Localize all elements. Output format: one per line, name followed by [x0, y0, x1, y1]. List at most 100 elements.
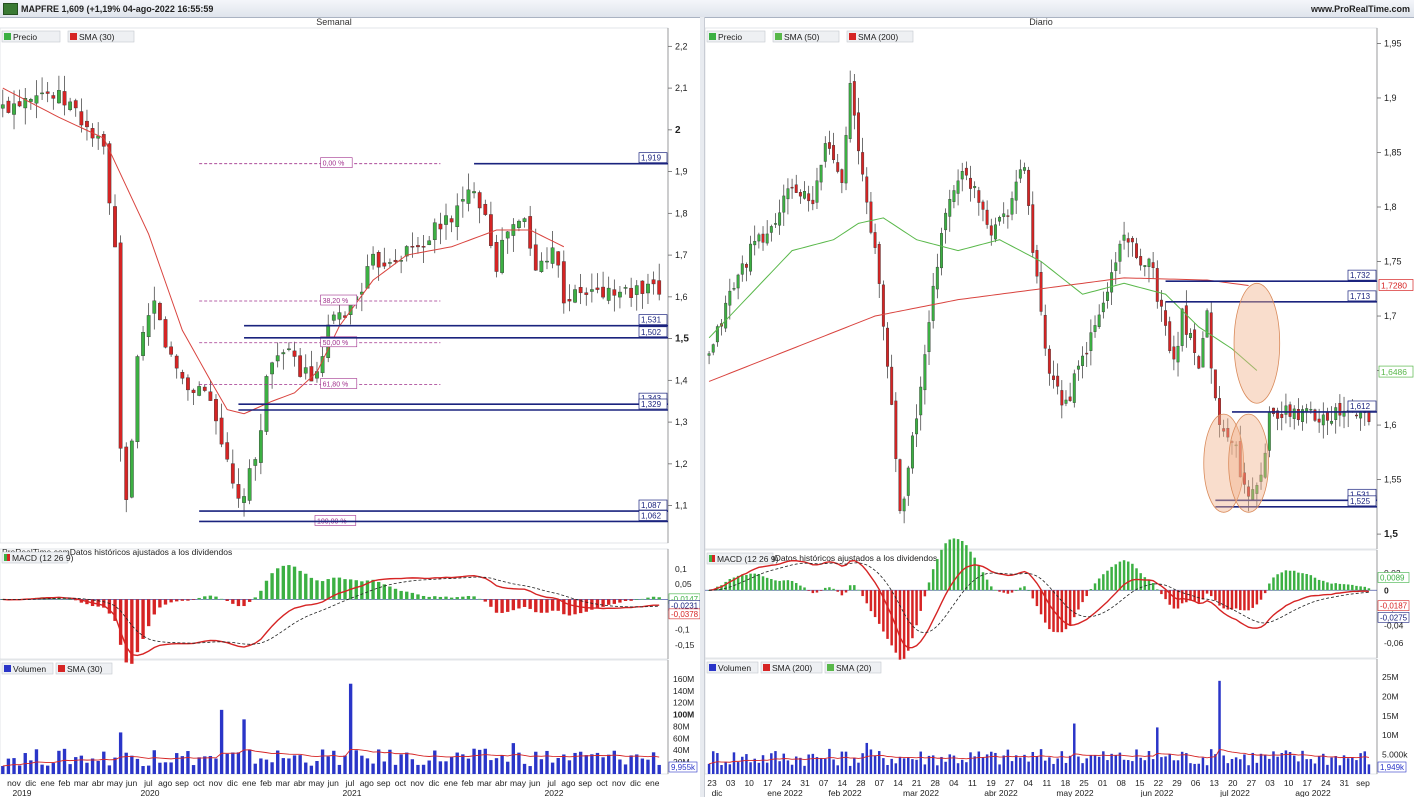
candle-body	[1189, 333, 1192, 338]
volume-bar	[247, 749, 252, 774]
volume-bar	[1297, 761, 1300, 774]
macd-histogram-bar	[483, 599, 487, 602]
candle-body	[1010, 198, 1014, 215]
candle-body	[1209, 312, 1213, 369]
x-axis-tick-label: 20	[1228, 778, 1238, 788]
volume-bar	[399, 754, 403, 774]
macd-histogram-bar	[1126, 561, 1130, 591]
volume-bar	[1367, 764, 1371, 774]
macd-histogram-bar	[1064, 590, 1068, 630]
macd-histogram-bar	[1043, 590, 1047, 623]
macd-value-tag-box	[668, 608, 700, 620]
volume-bar	[236, 752, 241, 774]
candle-body	[1180, 308, 1184, 346]
macd-histogram-bar	[180, 599, 185, 601]
macd-histogram-bar	[107, 599, 112, 614]
x-axis-tick-label: sep	[377, 778, 391, 788]
candle-body	[68, 101, 73, 110]
weekly-chart-svg[interactable]: Semanal 2,2 2,1 2 1,9 1,8 1,7 1,6 1,5 1,4 1,3 1,2 1,…	[0, 17, 700, 797]
sma200-line	[708, 277, 1249, 382]
weekly-chart-panel[interactable]: Semanal 2,2 2,1 2 1,9 1,8 1,7 1,6 1,5 1,4 1,3 1,2 1,…	[0, 17, 700, 797]
price-tick-label: 2,1	[675, 83, 688, 93]
candle-body	[1047, 348, 1051, 374]
candle-body	[869, 201, 873, 233]
candle-body	[1039, 272, 1043, 312]
legend-box	[1, 30, 61, 43]
macd-histogram-bar	[618, 599, 622, 603]
macd-histogram-bar	[1317, 579, 1321, 591]
volume-bar	[1006, 749, 1010, 774]
candle-body	[827, 142, 831, 149]
x-axis-tick-label: jun	[528, 778, 541, 788]
volume-bar	[17, 765, 22, 774]
macd-histogram-bar	[517, 599, 521, 609]
x-axis-tick-label: 04	[949, 778, 959, 788]
candle-body	[158, 302, 162, 321]
macd-histogram-bar	[433, 596, 437, 600]
volume-bar	[956, 763, 960, 774]
macd-histogram-bar	[952, 538, 956, 591]
volume-bar	[483, 748, 487, 774]
candle-body	[1238, 441, 1242, 478]
legend-label: Precio	[13, 32, 37, 42]
volume-bar	[601, 757, 605, 774]
volume-bar	[410, 759, 415, 774]
daily-chart-panel[interactable]: Diario1,951,91,851,81,751,71,651,61,551,…	[704, 17, 1414, 797]
volume-bar	[824, 758, 827, 774]
macd-histogram-bar	[1168, 590, 1171, 605]
candle-body	[774, 223, 777, 225]
volume-bar	[965, 762, 968, 774]
volume-bar	[1292, 755, 1296, 774]
x-axis-tick-label: 06	[1191, 778, 1201, 788]
volume-bar	[1272, 751, 1275, 774]
volume-bar	[292, 755, 297, 774]
volume-bar	[461, 754, 465, 774]
candle-body	[578, 287, 583, 294]
panel-divider[interactable]	[700, 17, 704, 797]
macd-histogram-bar	[118, 599, 123, 645]
volume-bar	[405, 752, 409, 774]
volume-bar	[1230, 758, 1234, 774]
x-axis-tick-label: sep	[578, 778, 592, 788]
candle-body	[1064, 399, 1068, 404]
site-link[interactable]: www.ProRealTime.com	[1310, 3, 1410, 14]
candle-body	[573, 289, 577, 303]
fibonacci-tag-box	[320, 378, 358, 389]
volume-bar	[1151, 759, 1155, 774]
macd-histogram-bar	[1122, 560, 1126, 591]
candle-body	[757, 234, 761, 242]
volume-bar	[836, 765, 839, 774]
volume-bar	[832, 759, 835, 774]
volume-bar	[1326, 764, 1329, 774]
volume-bar	[135, 758, 140, 774]
macd-histogram-bar	[337, 577, 342, 600]
macd-histogram-bar	[556, 599, 560, 611]
volume-bar	[1305, 759, 1308, 774]
candle-body	[292, 350, 297, 357]
candle-body	[236, 484, 241, 499]
level-tag-box	[638, 314, 668, 326]
macd-histogram-bar	[794, 583, 798, 591]
level-tag-box	[638, 152, 668, 164]
macd-histogram-bar	[757, 574, 761, 591]
candle-body	[23, 98, 28, 109]
candle-body	[1076, 365, 1080, 370]
candle-body	[1106, 291, 1109, 301]
x-axis-tick-label: 19	[986, 778, 996, 788]
volume-tick-label: 160M	[673, 674, 694, 684]
macd-histogram-bar	[1077, 590, 1080, 610]
daily-chart-svg[interactable]: Diario1,951,91,851,81,751,71,651,61,551,…	[705, 17, 1414, 797]
candle-body	[840, 169, 844, 183]
volume-bar	[191, 765, 196, 774]
candle-body	[6, 100, 11, 113]
volume-bar	[720, 765, 723, 774]
macd-histogram-bar	[745, 574, 748, 591]
volume-bar	[595, 752, 600, 774]
fibonacci-tag-label: 50,00 %	[323, 340, 349, 347]
macd-tick-label: 0	[1384, 585, 1389, 595]
candle-body	[376, 252, 381, 268]
macd-histogram-bar	[500, 599, 504, 613]
volume-bar	[749, 762, 752, 774]
volume-bar	[1209, 749, 1213, 774]
macd-histogram-bar	[865, 590, 869, 604]
